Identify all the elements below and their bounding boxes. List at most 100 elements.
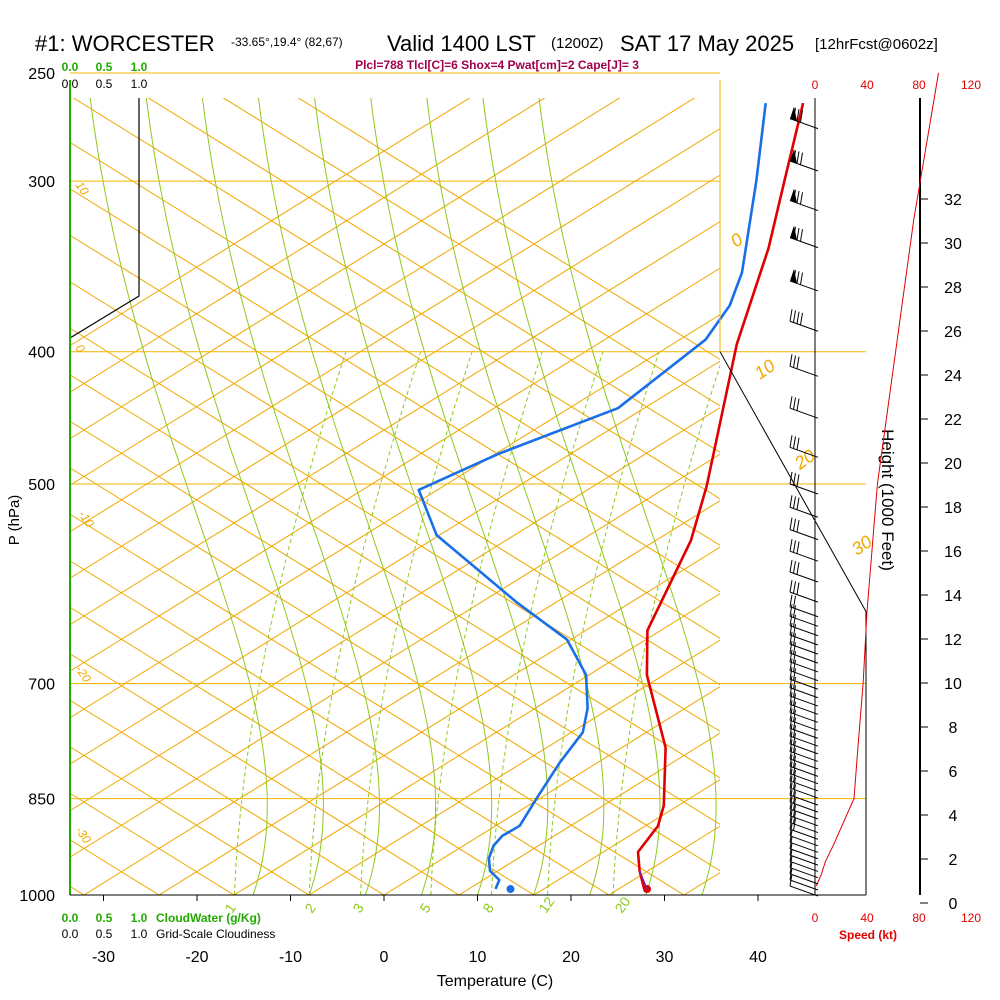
wind-barb-feather: [796, 497, 800, 510]
wind-barb: [789, 106, 819, 130]
wind-barb-shaft: [789, 867, 819, 879]
wind-barb: [789, 692, 819, 715]
wind-barb-shaft: [789, 801, 819, 813]
dry-adiabat-line: [70, 360, 720, 765]
wind-barb-feather: [789, 517, 793, 530]
wind-barb-feather: [793, 725, 796, 738]
wind-barb-shaft: [789, 407, 819, 419]
wind-barb-shaft: [789, 615, 819, 627]
wind-barb-flag: [790, 106, 797, 122]
wind-barb: [789, 783, 819, 806]
wind-barb: [789, 632, 819, 655]
wind-barb: [789, 658, 819, 682]
wind-panel: 0040408080120120024681012141618202224262…: [719, 72, 981, 925]
wind-barb-shaft: [789, 854, 819, 866]
dry-adiabat-line: [70, 98, 696, 486]
moist-adiabat-line: [370, 98, 549, 895]
wind-barb-shaft: [789, 735, 819, 747]
wind-barb: [789, 604, 819, 627]
wind-barb-feather: [789, 580, 793, 593]
dry-adiabat-line: [383, 686, 720, 895]
cloud-scales: 0.00.00.00.00.50.50.50.51.01.01.01.0: [62, 60, 148, 941]
wind-barb-feather: [796, 474, 800, 487]
dry-adiabat-line: [70, 746, 310, 895]
speed-bottom-tick: 80: [912, 911, 926, 925]
wind-barb-shaft: [789, 446, 819, 458]
wind-barb-shaft: [789, 550, 819, 562]
surface-parcel-line: [638, 870, 648, 890]
wind-barb-shaft: [789, 678, 819, 690]
wind-barb-feather: [789, 309, 793, 322]
wind-barb-feather: [796, 582, 800, 595]
dry-adiabat-line: [70, 327, 720, 732]
wind-barb-shaft: [789, 841, 819, 853]
wind-barb-shaft: [789, 758, 819, 770]
wind-barb-feather: [793, 595, 796, 609]
wind-barb-shaft: [789, 780, 819, 792]
pressure-tick-label: 400: [28, 345, 55, 362]
wind-barb: [789, 716, 819, 739]
speed-bottom-tick: 40: [860, 911, 874, 925]
wind-barb-feather: [793, 740, 796, 753]
wind-barb-shaft: [789, 879, 819, 891]
cloudwater-top-tick: 0.0: [62, 60, 79, 74]
wind-barb-shaft: [789, 848, 819, 860]
wind-barb-feather: [789, 559, 793, 573]
cloudiness-top-tick: 1.0: [131, 77, 148, 91]
wind-barb-feather: [789, 622, 793, 636]
wind-barb-shaft: [789, 787, 819, 799]
wind-barb-feather: [800, 152, 803, 165]
dry-adiabat-line: [297, 98, 720, 360]
speed-bottom-tick: 0: [812, 911, 819, 925]
height-tick-label: 28: [944, 280, 962, 297]
cloudwater-bottom-tick: 0.0: [62, 911, 79, 925]
mixing-ratio-label: 2: [301, 900, 319, 916]
dry-adiabat-line: [984, 89, 1000, 895]
wind-barb-feather: [793, 540, 796, 553]
wind-barb-feather: [796, 437, 800, 450]
wind-barb-feather: [793, 107, 796, 120]
moist-adiabat-line: [201, 98, 381, 895]
wind-barb-feather: [796, 398, 800, 411]
wind-barb-shaft: [789, 743, 819, 755]
wind-barb-feather: [789, 768, 793, 782]
x-tick-label: 0: [380, 949, 389, 966]
wind-barb-shaft: [789, 643, 819, 655]
wind-barb-feather: [800, 229, 803, 242]
wind-barb-shaft: [789, 687, 819, 699]
x-tick-label: 40: [749, 949, 767, 966]
wind-barb: [789, 559, 819, 583]
wind-barb-shaft: [789, 873, 819, 885]
wind-barb-feather: [796, 227, 800, 241]
temperature-profile: [636, 102, 805, 890]
wind-barb-flag: [790, 149, 797, 164]
wind-barb-shaft: [789, 828, 819, 840]
speed-top-tick: 80: [912, 78, 926, 92]
wind-barb-feather: [789, 716, 793, 729]
wind-barb-flag: [790, 188, 797, 204]
dry-adiabat-line: [70, 314, 720, 719]
x-tick-label: 10: [469, 949, 487, 966]
cloudiness-bottom-tick: 1.0: [131, 927, 148, 941]
wind-barb-feather: [793, 397, 796, 410]
mixing-ratio-line: [360, 351, 473, 895]
zulu-time: (1200Z): [551, 35, 604, 52]
wind-barb-shaft: [789, 625, 819, 637]
wind-barb-feather: [789, 684, 793, 697]
wind-barb-feather: [793, 668, 796, 681]
moist-adiabat-line: [538, 98, 717, 895]
moist-adiabat-line: [145, 98, 324, 895]
wind-barb-shaft: [789, 765, 819, 777]
wind-barb: [789, 268, 819, 292]
wind-barb-feather: [796, 519, 800, 533]
cloudiness-profile: [69, 98, 140, 339]
wind-barb-shaft: [789, 835, 819, 847]
x-tick-label: -30: [92, 949, 115, 966]
wind-barb: [789, 700, 819, 723]
wind-barb-feather: [793, 651, 796, 664]
wind-barb-feather: [793, 310, 796, 323]
wind-barb-shaft: [789, 652, 819, 664]
wind-barb: [789, 580, 819, 603]
wind-barb-feather: [793, 770, 796, 783]
cloudiness-top-tick: 0.5: [96, 77, 113, 91]
